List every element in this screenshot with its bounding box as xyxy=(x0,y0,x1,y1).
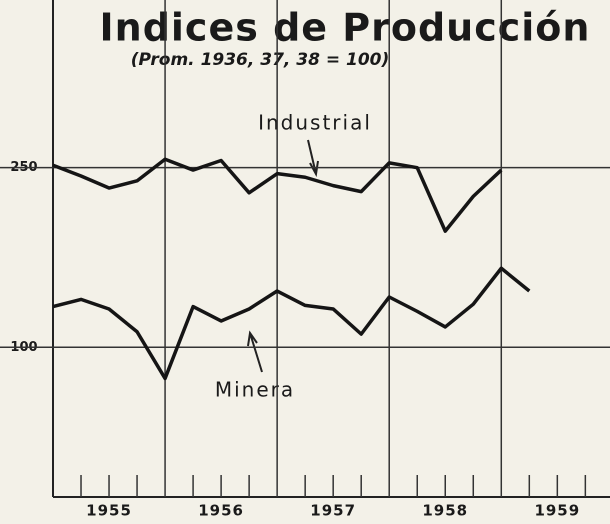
x-tick-label: 1957 xyxy=(310,502,356,520)
x-tick-label: 1955 xyxy=(86,502,132,520)
chart-title: Indices de Producción xyxy=(100,6,591,50)
x-tick-label: 1959 xyxy=(534,502,580,520)
data-line xyxy=(52,157,503,233)
arrow xyxy=(307,139,319,178)
chart-subtitle: (Prom. 1936, 37, 38 = 100) xyxy=(131,50,390,70)
data-line xyxy=(52,266,531,381)
x-tick-label: 1956 xyxy=(198,502,244,520)
x-tick-label: 1958 xyxy=(422,502,468,520)
arrow xyxy=(247,330,263,373)
annotation: Industrial xyxy=(258,111,372,135)
annotation: Minera xyxy=(215,378,295,402)
